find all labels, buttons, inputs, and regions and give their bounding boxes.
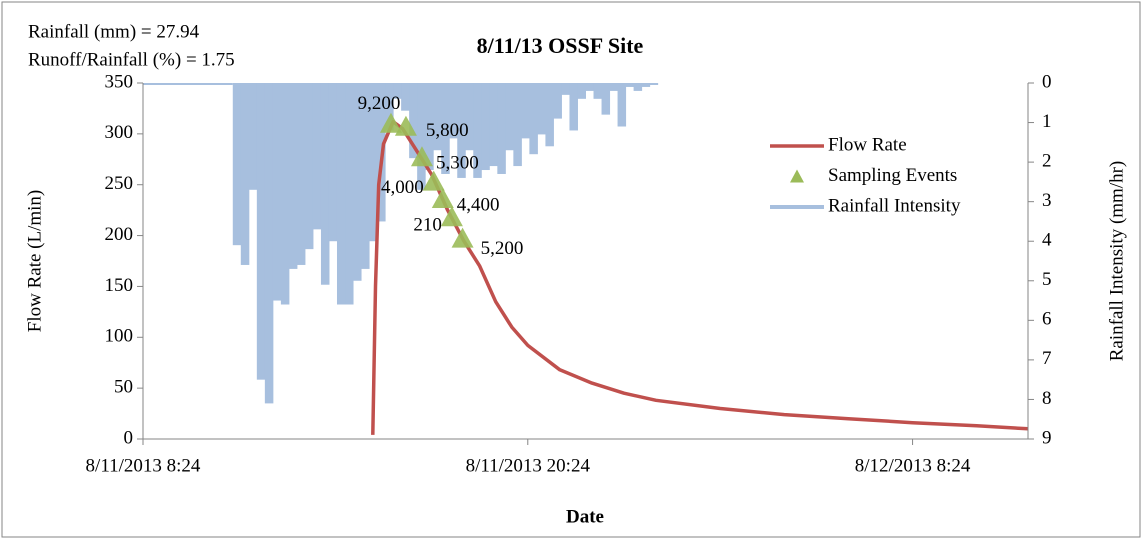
- legend-label: Sampling Events: [828, 165, 957, 186]
- sampling-event: [394, 115, 417, 136]
- x-axis-label: Date: [566, 506, 604, 527]
- chart-title: 8/11/13 OSSF Site: [477, 33, 644, 58]
- rain-bar: [336, 83, 346, 305]
- y2-tick-label: 3: [1042, 190, 1052, 211]
- rain-bar: [280, 83, 290, 305]
- rain-bar: [649, 83, 659, 85]
- rain-bar: [304, 83, 314, 250]
- x-tick-label: 8/12/2013 8:24: [855, 455, 971, 476]
- rain-bar: [312, 83, 322, 230]
- rain-bar: [521, 83, 530, 139]
- rain-bar: [401, 83, 410, 111]
- x-tick-label: 8/11/2013 8:24: [86, 455, 201, 476]
- sampling-event: [379, 112, 402, 133]
- annotation: Rainfall (mm) = 27.94: [28, 21, 200, 42]
- rain-bar: [272, 83, 282, 301]
- rain-bar: [264, 83, 274, 404]
- rain-bar: [417, 83, 426, 190]
- rain-bar: [232, 83, 242, 246]
- rain-bar: [393, 83, 402, 99]
- y2-tick-label: 9: [1042, 427, 1052, 448]
- sampling-label: 4,000: [381, 177, 424, 198]
- rain-bar: [537, 83, 546, 135]
- sampling-event: [431, 187, 454, 208]
- rain-bar: [441, 83, 450, 174]
- y-tick-label: 350: [105, 71, 134, 92]
- rain-bar: [353, 83, 362, 281]
- y-tick-label: 100: [105, 326, 134, 347]
- rain-bar: [288, 83, 298, 269]
- rain-bar: [449, 83, 458, 139]
- rain-bar: [577, 83, 586, 99]
- rain-bar: [617, 83, 627, 127]
- y2-tick-label: 6: [1042, 309, 1052, 330]
- rain-bar: [505, 83, 514, 151]
- sampling-event: [422, 170, 445, 191]
- y-tick-label: 50: [114, 377, 133, 398]
- rain-bar: [361, 83, 370, 269]
- rain-bar: [369, 83, 378, 242]
- rain-bar: [345, 83, 354, 305]
- y-tick-label: 250: [105, 173, 134, 194]
- rain-bar: [489, 83, 498, 167]
- y-tick-label: 200: [105, 224, 134, 245]
- rain-bar: [240, 83, 250, 265]
- sampling-event: [451, 227, 474, 248]
- rain-bar: [256, 83, 266, 380]
- sampling-label: 4,400: [457, 194, 500, 215]
- rain-bar: [561, 83, 570, 95]
- legend-marker: [790, 169, 804, 183]
- y2-tick-label: 0: [1042, 71, 1052, 92]
- rain-bar: [553, 83, 562, 119]
- rain-bar: [633, 83, 643, 91]
- rain-bar: [641, 83, 651, 87]
- rain-bar: [585, 83, 595, 91]
- rain-bar: [385, 83, 394, 131]
- y2-tick-label: 8: [1042, 388, 1052, 409]
- y2-tick-label: 7: [1042, 348, 1052, 369]
- sampling-label: 9,200: [358, 93, 401, 114]
- legend-label: Flow Rate: [828, 134, 907, 155]
- rain-bar: [593, 83, 603, 99]
- sampling-event: [440, 206, 463, 227]
- rain-bar: [601, 83, 611, 115]
- sampling-label: 5,300: [436, 153, 479, 174]
- rain-bar: [513, 83, 522, 167]
- rain-bar: [433, 83, 442, 151]
- rain-bar: [457, 83, 466, 178]
- y2-tick-label: 5: [1042, 269, 1052, 290]
- rain-bar: [545, 83, 554, 147]
- rain-bar: [409, 83, 418, 159]
- sampling-event: [410, 146, 433, 167]
- rain-bar: [328, 83, 338, 242]
- y2-tick-label: 2: [1042, 150, 1052, 171]
- rain-bar: [497, 83, 506, 174]
- y-axis-label: Flow Rate (L/min): [24, 190, 45, 332]
- sampling-label: 5,800: [426, 120, 469, 141]
- rain-bar: [481, 83, 490, 171]
- rain-bar: [569, 83, 578, 131]
- y-tick-label: 150: [105, 275, 134, 296]
- rain-bar: [248, 83, 258, 190]
- sampling-label: 5,200: [481, 238, 524, 259]
- y-tick-label: 0: [124, 427, 134, 448]
- rain-bar: [529, 83, 538, 155]
- rain-bar: [625, 83, 635, 87]
- rain-bar: [473, 83, 482, 178]
- y2-axis-label: Rainfall Intensity (mm/hr): [1106, 161, 1127, 362]
- legend-label: Rainfall Intensity: [828, 195, 961, 216]
- y2-tick-label: 1: [1042, 111, 1052, 132]
- rain-bar: [465, 83, 474, 151]
- rain-bar: [609, 83, 619, 91]
- sampling-label: 210: [413, 215, 442, 236]
- y2-tick-label: 4: [1042, 230, 1052, 251]
- y-tick-label: 300: [105, 122, 134, 143]
- rain-bar: [320, 83, 330, 285]
- rain-bar: [425, 83, 434, 171]
- annotation: Runoff/Rainfall (%) = 1.75: [28, 49, 235, 70]
- x-tick-label: 8/11/2013 20:24: [466, 455, 591, 476]
- rain-bar: [296, 83, 306, 265]
